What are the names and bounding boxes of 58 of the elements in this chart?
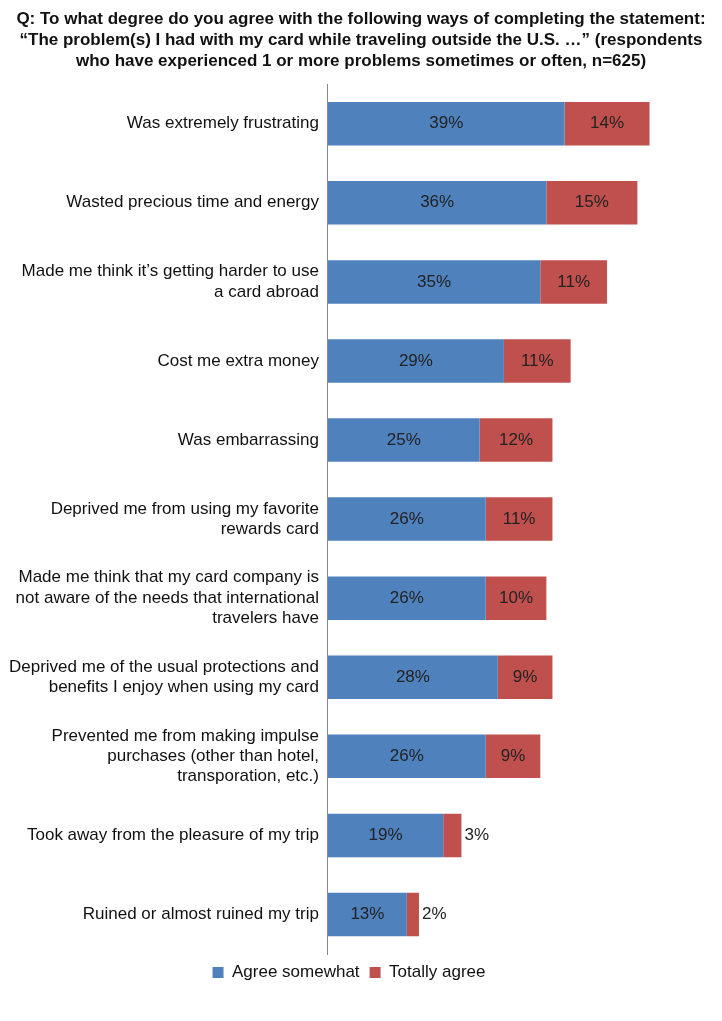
y-tick-label: Wasted precious time and energy	[66, 192, 320, 212]
bar	[443, 813, 462, 858]
bar	[564, 101, 650, 146]
data-label: 11%	[557, 271, 591, 291]
chart-title: Q: To what degree do you agree with the following ways of completing the statement: “The problem(s) I had with my card while traveling outside the U.S. …” (respondents who have experienced 1 or more problems sometimes or often, n=625)	[15, 8, 707, 71]
bar	[546, 181, 638, 225]
data-label: 13%	[350, 904, 385, 924]
data-label: 3%	[464, 825, 490, 845]
bar	[485, 497, 553, 541]
y-tick-label: Prevented me from making impulse purchases (other than hotel, transporation, etc.)	[51, 725, 319, 786]
bar	[485, 576, 547, 620]
data-label: 10%	[499, 587, 534, 607]
data-label: 11%	[520, 350, 554, 370]
data-label: 11%	[502, 508, 536, 528]
bar	[327, 181, 547, 225]
y-tick-label: Made me think that my card company is not aware of the needs that international travelers have	[15, 567, 319, 628]
bar	[327, 339, 504, 383]
bar	[479, 418, 553, 462]
bar	[327, 892, 407, 937]
bar	[406, 892, 419, 937]
data-label: 9%	[500, 746, 526, 766]
y-tick-label: Ruined or almost ruined my trip	[82, 904, 319, 924]
bar	[327, 576, 486, 620]
data-label: 19%	[368, 825, 403, 845]
data-label: 28%	[395, 666, 430, 686]
bar	[327, 655, 498, 699]
data-label: 12%	[499, 429, 534, 449]
data-label: 15%	[574, 192, 609, 212]
data-label: 26%	[389, 587, 424, 607]
data-label: 26%	[389, 746, 424, 766]
y-tick-label: Was embarrassing	[177, 429, 319, 449]
bar	[327, 734, 486, 779]
legend-label: Agree somewhat	[232, 962, 360, 982]
data-label: 25%	[386, 429, 421, 449]
bar	[540, 260, 608, 304]
bar	[497, 655, 553, 699]
bar	[327, 497, 486, 541]
data-label: 26%	[389, 508, 424, 528]
y-tick-label: Made me think it’s getting harder to use a card abroad	[21, 261, 319, 301]
bar	[485, 734, 541, 779]
legend-label: Totally agree	[389, 962, 486, 982]
bar	[327, 813, 444, 858]
y-tick-label: Took away from the pleasure of my trip	[26, 825, 319, 845]
data-label: 35%	[417, 271, 452, 291]
bar	[327, 101, 565, 146]
y-tick-label: Cost me extra money	[157, 350, 320, 370]
bar	[327, 418, 480, 462]
data-label: 36%	[420, 192, 455, 212]
data-label: 2%	[421, 904, 447, 924]
bar	[327, 260, 541, 304]
data-label: 14%	[590, 113, 625, 133]
y-tick-label: Deprived me of the usual protections and benefits I enjoy when using my card	[8, 656, 319, 697]
data-label: 39%	[429, 113, 464, 133]
data-label: 9%	[512, 666, 538, 686]
bar	[503, 339, 571, 383]
data-label: 29%	[398, 350, 433, 370]
y-tick-label: Was extremely frustrating	[126, 113, 319, 133]
y-tick-label: Deprived me from using my favorite rewards card	[50, 498, 319, 538]
